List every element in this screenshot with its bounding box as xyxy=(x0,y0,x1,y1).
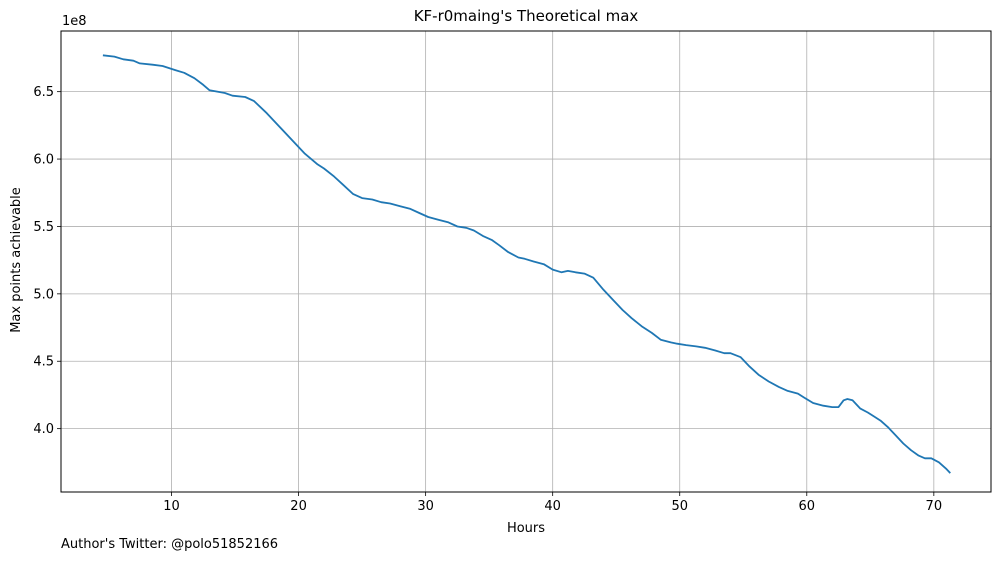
y-axis-offset-label: 1e8 xyxy=(62,14,87,29)
x-tick-label: 20 xyxy=(290,499,307,514)
x-axis-ticks: 10 20 30 40 50 60 70 xyxy=(163,492,942,514)
x-tick-label: 30 xyxy=(417,499,434,514)
y-tick-label: 4.5 xyxy=(33,355,54,370)
y-tick-label: 6.5 xyxy=(33,85,54,100)
y-tick-label: 5.0 xyxy=(33,287,54,302)
y-axis-ticks: 4.0 4.5 5.0 5.5 6.0 6.5 xyxy=(33,85,61,437)
grid-lines xyxy=(61,31,991,492)
x-tick-label: 10 xyxy=(163,499,180,514)
chart-title: KF-r0maing's Theoretical max xyxy=(414,7,639,25)
x-tick-label: 60 xyxy=(799,499,816,514)
x-tick-label: 40 xyxy=(544,499,561,514)
y-axis-label: Max points achievable xyxy=(9,187,24,333)
x-tick-label: 70 xyxy=(926,499,943,514)
x-tick-label: 50 xyxy=(671,499,688,514)
plot-frame xyxy=(60,30,992,493)
series-line-0 xyxy=(102,54,951,474)
y-tick-label: 4.0 xyxy=(33,422,54,437)
y-tick-label: 6.0 xyxy=(33,153,54,168)
y-tick-label: 5.5 xyxy=(33,220,54,235)
series-layer xyxy=(102,54,951,474)
x-axis-label: Hours xyxy=(507,521,545,536)
author-footnote: Author's Twitter: @polo51852166 xyxy=(61,537,279,552)
